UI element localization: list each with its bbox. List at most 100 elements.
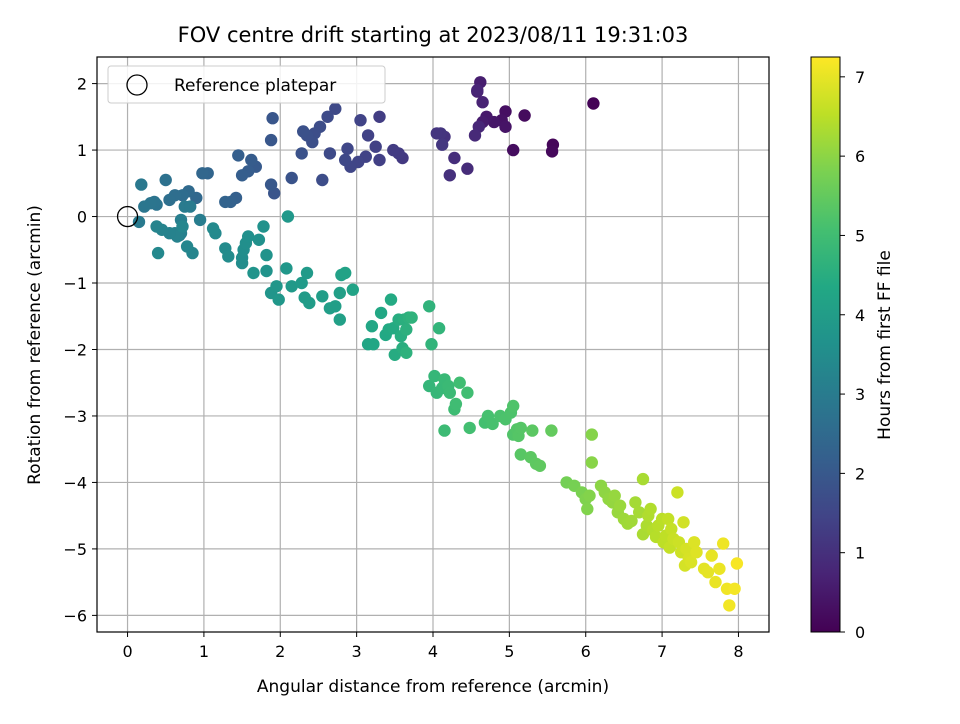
colorbar-ticks: 0 1 2 3 4 5 6 7	[840, 68, 865, 642]
data-point	[329, 300, 342, 313]
data-point	[461, 162, 474, 175]
data-point	[677, 516, 690, 529]
data-point	[297, 125, 310, 138]
data-point	[180, 240, 194, 253]
y-tick-label: −6	[63, 606, 87, 625]
data-point	[281, 210, 295, 223]
x-tick-label: 8	[733, 642, 743, 661]
data-point	[448, 151, 461, 165]
colorbar-label: Hours from first FF file	[875, 250, 895, 440]
data-point	[717, 537, 730, 550]
data-point	[369, 140, 382, 153]
data-point	[405, 311, 418, 324]
data-point	[499, 120, 512, 133]
data-point	[159, 173, 172, 187]
data-point	[257, 220, 270, 233]
data-point	[316, 290, 329, 303]
data-point	[135, 178, 148, 191]
data-point	[449, 397, 463, 411]
data-point	[132, 215, 146, 229]
x-axis-label: Angular distance from reference (arcmin)	[257, 677, 609, 697]
data-point	[196, 167, 209, 180]
data-point	[432, 322, 446, 335]
data-point	[608, 489, 621, 502]
data-point	[723, 599, 736, 612]
data-point	[247, 266, 260, 280]
data-point	[728, 582, 741, 595]
data-point	[373, 110, 386, 124]
data-point	[354, 114, 367, 127]
data-point	[701, 566, 715, 579]
data-point	[232, 149, 245, 162]
legend-box	[107, 65, 386, 104]
colorbar-tick-label: 0	[855, 623, 865, 642]
data-point	[285, 280, 298, 293]
data-point	[163, 193, 176, 207]
data-point	[245, 153, 258, 167]
data-point	[367, 338, 380, 351]
data-point	[428, 369, 441, 383]
legend: Reference platepar	[107, 65, 386, 104]
y-tick-label: 2	[77, 75, 87, 94]
y-tick-label: −3	[63, 407, 87, 426]
data-point	[339, 153, 352, 167]
data-point	[400, 323, 413, 336]
data-point	[438, 424, 451, 437]
data-point	[436, 138, 449, 151]
data-point	[266, 112, 279, 125]
y-tick-label: 0	[77, 208, 87, 227]
data-point	[295, 147, 308, 160]
colorbar-tick-label: 4	[855, 306, 865, 325]
data-point	[585, 428, 598, 441]
data-point	[323, 147, 337, 160]
x-tick-label: 5	[504, 642, 514, 661]
y-tick-label: −5	[63, 540, 87, 559]
colorbar-tick-label: 1	[855, 544, 865, 563]
data-point	[629, 496, 642, 509]
data-point	[453, 376, 466, 389]
x-tick-label: 1	[199, 642, 209, 661]
data-point	[260, 264, 273, 278]
y-axis-label: Rotation from reference (arcmin)	[25, 205, 45, 485]
data-point	[425, 338, 438, 351]
data-point	[476, 96, 489, 109]
legend-label: Reference platepar	[174, 76, 336, 96]
data-point	[365, 320, 379, 333]
data-point	[321, 110, 334, 124]
data-point	[585, 456, 598, 469]
data-point	[690, 546, 703, 559]
data-point	[533, 459, 547, 472]
data-point	[587, 97, 600, 110]
data-point	[280, 262, 293, 275]
colorbar-tick-label: 3	[855, 385, 865, 404]
data-point	[514, 448, 527, 461]
data-point	[713, 562, 726, 575]
y-tick-label: −4	[63, 473, 87, 492]
data-point	[333, 286, 346, 300]
y-tick-label: −2	[63, 340, 87, 359]
legend-marker	[126, 74, 148, 96]
colorbar-tick-label: 6	[855, 147, 865, 166]
data-point	[545, 424, 558, 437]
data-point	[264, 133, 278, 147]
data-point	[518, 109, 531, 122]
colorbar-tick-label: 2	[855, 464, 865, 483]
reference-marker	[116, 205, 139, 228]
reference-platepar-point	[116, 205, 139, 228]
data-point	[384, 293, 398, 306]
data-point	[471, 84, 484, 97]
x-tick-label: 0	[122, 642, 132, 661]
x-tick-label: 6	[581, 642, 591, 661]
data-point	[374, 306, 388, 320]
data-point	[270, 280, 283, 293]
data-point	[671, 486, 684, 499]
data-point	[730, 557, 744, 570]
data-point	[264, 178, 278, 191]
data-point	[260, 248, 273, 262]
data-point	[272, 293, 285, 306]
data-point	[193, 213, 207, 227]
x-tick-label: 2	[275, 642, 285, 661]
data-point	[486, 417, 499, 431]
data-point	[361, 129, 375, 142]
